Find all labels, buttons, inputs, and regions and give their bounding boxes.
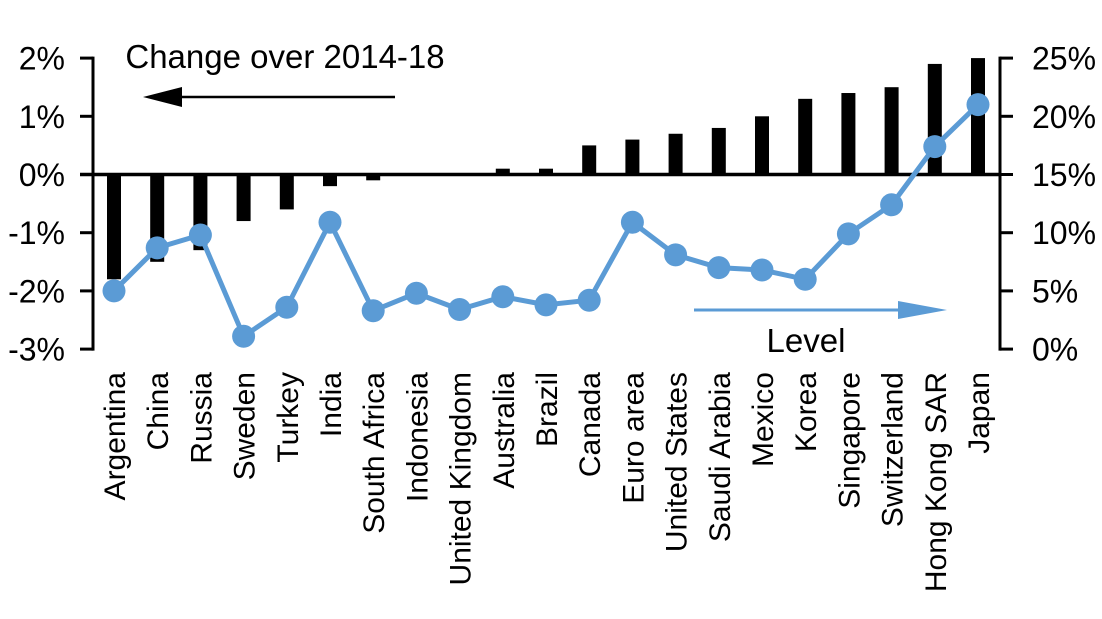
level-marker-saudi-arabia	[707, 256, 731, 280]
category-label-japan: Japan	[963, 372, 996, 454]
category-label-turkey: Turkey	[272, 372, 305, 463]
left-axis-tick-label: -1%	[8, 215, 65, 251]
category-label-south-africa: South Africa	[358, 372, 391, 534]
bar-euro-area	[625, 139, 640, 175]
category-label-australia: Australia	[488, 372, 521, 489]
bar-korea	[798, 98, 813, 175]
right-axis-tick-label: 25%	[1032, 41, 1096, 77]
bar-south-africa	[366, 174, 381, 181]
level-marker-singapore	[836, 222, 860, 246]
right-arrow-head	[898, 301, 947, 319]
category-label-singapore: Singapore	[833, 372, 866, 509]
level-marker-russia	[188, 223, 212, 247]
bar-brazil	[539, 168, 553, 175]
level-marker-sweden	[232, 324, 256, 348]
level-marker-australia	[491, 285, 515, 309]
bar-turkey	[279, 174, 294, 210]
category-label-united-states: United States	[661, 372, 694, 552]
bar-japan	[971, 58, 985, 175]
category-label-argentina: Argentina	[99, 372, 132, 501]
category-label-switzerland: Switzerland	[877, 372, 910, 527]
level-marker-indonesia	[404, 281, 428, 305]
category-label-mexico: Mexico	[747, 372, 780, 467]
level-marker-united-states	[664, 243, 688, 267]
category-label-hong-kong-sar: Hong Kong SAR	[920, 372, 953, 592]
bar-singapore	[841, 93, 856, 175]
bar-saudi-arabia	[711, 127, 726, 175]
category-label-euro-area: Euro area	[617, 372, 650, 504]
right-axis-tick-label: 10%	[1032, 215, 1096, 251]
left-series-title: Change over 2014-18	[125, 38, 444, 75]
bar-united-states	[668, 133, 683, 175]
category-label-brazil: Brazil	[531, 372, 564, 447]
right-axis-tick-label: 20%	[1032, 99, 1096, 135]
left-axis-tick-label: 1%	[19, 99, 65, 135]
right-series-title: Level	[767, 322, 846, 359]
level-marker-turkey	[275, 295, 299, 319]
level-marker-mexico	[750, 258, 774, 282]
level-marker-argentina	[102, 279, 126, 303]
level-marker-united-kingdom	[448, 298, 472, 322]
bar-india	[323, 174, 337, 187]
level-marker-brazil	[534, 293, 558, 317]
category-label-united-kingdom: United Kingdom	[445, 372, 478, 585]
bar-australia	[495, 168, 510, 175]
bar-argentina	[107, 174, 121, 280]
level-marker-japan	[966, 93, 990, 117]
level-marker-korea	[793, 267, 817, 291]
level-marker-euro-area	[620, 210, 644, 234]
left-axis-tick-label: -3%	[8, 332, 65, 368]
category-label-saudi-arabia: Saudi Arabia	[704, 372, 737, 542]
level-marker-hong-kong-sar	[923, 135, 947, 159]
level-marker-switzerland	[880, 193, 904, 217]
level-marker-china	[145, 236, 169, 260]
category-label-russia: Russia	[185, 372, 218, 464]
left-axis-tick-label: 0%	[19, 157, 65, 193]
category-label-china: China	[142, 372, 175, 451]
right-axis-tick-label: 0%	[1032, 332, 1078, 368]
bar-switzerland	[884, 87, 899, 175]
level-marker-south-africa	[361, 299, 385, 323]
bar-canada	[582, 145, 597, 175]
category-label-korea: Korea	[790, 372, 823, 452]
left-axis-tick-label: 2%	[19, 41, 65, 77]
bar-mexico	[755, 116, 769, 175]
right-axis-tick-label: 15%	[1032, 157, 1096, 193]
left-arrow-head	[143, 87, 182, 107]
category-label-canada: Canada	[574, 372, 607, 477]
left-axis-tick-label: -2%	[8, 273, 65, 309]
category-label-indonesia: Indonesia	[401, 372, 434, 502]
category-label-india: India	[315, 372, 348, 437]
right-axis-tick-label: 5%	[1032, 273, 1078, 309]
bar-sweden	[236, 174, 251, 222]
level-marker-canada	[577, 288, 601, 312]
level-marker-india	[318, 210, 342, 234]
category-label-sweden: Sweden	[229, 372, 262, 480]
